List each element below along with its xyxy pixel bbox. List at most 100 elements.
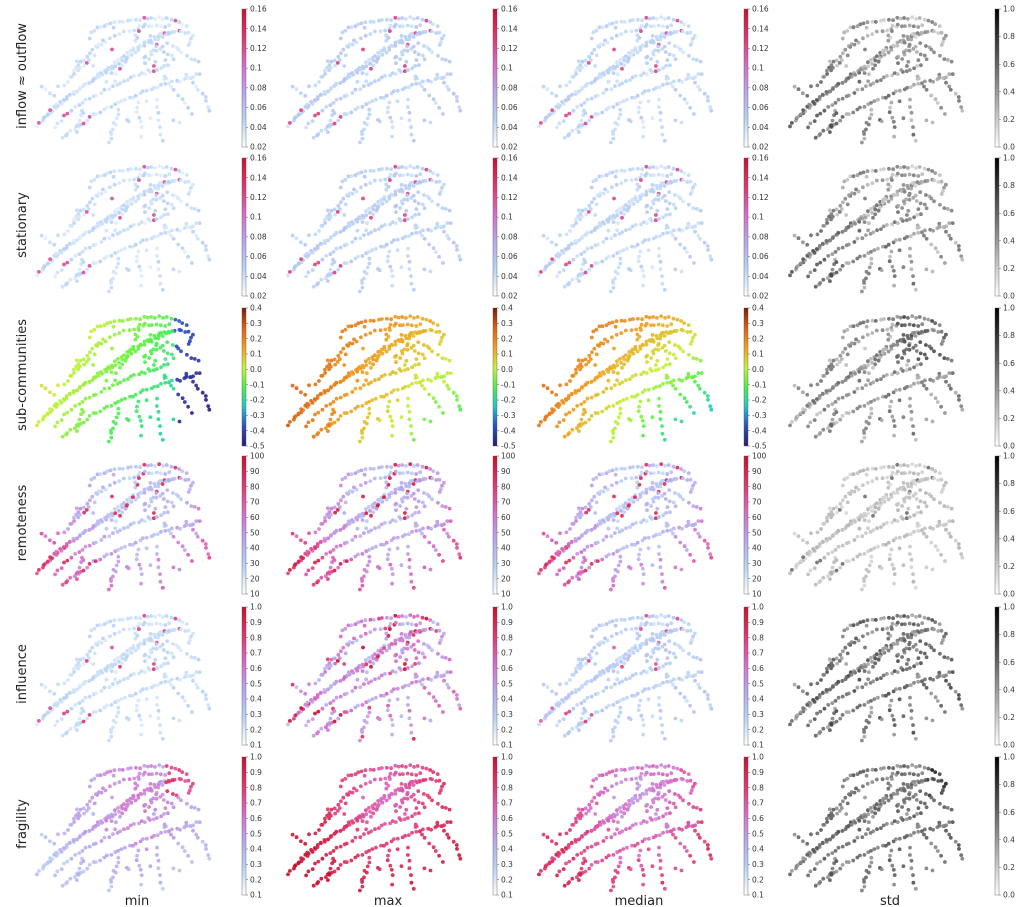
node-point (288, 270, 292, 274)
node-point (98, 557, 103, 562)
node-point (578, 123, 582, 128)
node-point (377, 78, 381, 82)
node-point (400, 165, 404, 169)
node-point (662, 334, 667, 338)
node-point (582, 250, 587, 254)
node-point (197, 72, 202, 76)
node-point (371, 169, 376, 173)
node-point (808, 270, 813, 275)
node-point (406, 396, 410, 401)
node-point (167, 322, 172, 327)
node-point (929, 392, 934, 397)
node-point (901, 333, 906, 337)
node-point (944, 75, 948, 80)
node-point (138, 268, 143, 273)
node-point (867, 221, 871, 226)
node-point (371, 212, 376, 217)
node-point (120, 362, 125, 367)
node-point (671, 202, 676, 207)
node-point (349, 409, 354, 414)
node-point (909, 336, 914, 341)
node-point (154, 44, 159, 49)
node-point (162, 376, 167, 380)
node-point (410, 82, 414, 87)
node-point (576, 214, 580, 219)
node-point (885, 327, 890, 332)
node-point (91, 511, 96, 515)
node-point (65, 132, 70, 136)
node-point (197, 371, 202, 375)
node-point (405, 172, 410, 177)
node-point (93, 112, 98, 116)
node-point (920, 172, 925, 177)
node-point (163, 81, 168, 86)
node-point (589, 96, 594, 101)
node-point (371, 20, 376, 24)
node-point (347, 42, 352, 47)
node-point (125, 503, 129, 507)
node-point (447, 59, 452, 64)
node-point (82, 63, 86, 68)
node-point (555, 125, 559, 130)
node-point (437, 30, 442, 35)
node-point (152, 85, 157, 90)
node-point (332, 207, 337, 212)
node-point (410, 529, 414, 534)
node-point (600, 259, 605, 264)
node-point (920, 230, 924, 235)
node-point (118, 66, 122, 71)
node-point (69, 257, 74, 262)
node-point (165, 499, 170, 504)
node-point (680, 228, 684, 233)
node-point (403, 532, 407, 537)
node-point (583, 270, 588, 275)
node-point (671, 17, 676, 22)
node-point (575, 105, 580, 109)
node-point (605, 339, 610, 344)
node-point (421, 329, 426, 334)
node-point (696, 383, 701, 388)
node-point (641, 424, 646, 428)
node-point (409, 132, 414, 137)
node-point (393, 189, 398, 194)
node-point (82, 510, 86, 515)
node-point (923, 179, 928, 184)
node-point (561, 418, 566, 422)
node-point (454, 244, 459, 248)
node-point (544, 264, 549, 268)
node-point (606, 219, 611, 224)
node-point (577, 130, 581, 135)
node-point (324, 276, 328, 281)
row-label: sub-communities (15, 319, 30, 431)
node-point (99, 538, 104, 542)
node-point (171, 193, 175, 197)
node-point (445, 72, 450, 76)
node-point (128, 374, 133, 379)
node-point (83, 396, 88, 401)
node-point (874, 328, 879, 333)
node-point (612, 66, 617, 71)
node-point (328, 550, 333, 554)
node-point (134, 557, 139, 562)
node-point (660, 424, 664, 428)
node-point (374, 59, 379, 64)
node-point (334, 231, 339, 235)
colorbar-tick-label: -0.3 (501, 411, 516, 420)
node-point (149, 16, 154, 20)
node-point (828, 279, 832, 283)
node-point (409, 24, 414, 29)
node-point (845, 352, 850, 357)
node-point (895, 314, 900, 319)
node-point (342, 213, 347, 217)
node-point (137, 172, 142, 177)
node-point (420, 352, 425, 357)
node-point (847, 193, 851, 198)
node-point (169, 166, 174, 171)
node-point (339, 350, 343, 355)
node-point (409, 346, 414, 350)
node-point (310, 418, 315, 422)
node-point (792, 233, 797, 238)
node-point (403, 64, 407, 68)
node-point (169, 53, 174, 58)
node-point (433, 400, 438, 404)
